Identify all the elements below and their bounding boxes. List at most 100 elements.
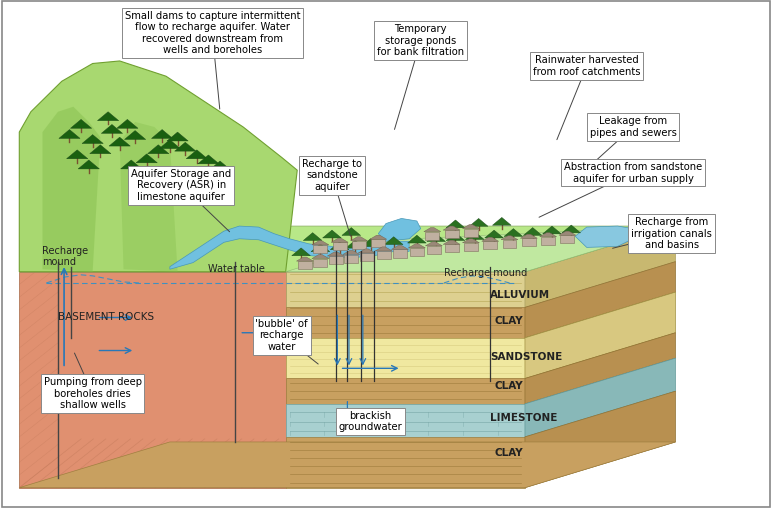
Polygon shape <box>59 130 80 139</box>
Polygon shape <box>117 119 138 129</box>
Polygon shape <box>393 249 407 258</box>
Polygon shape <box>525 262 676 338</box>
Text: Abstraction from sandstone
aquifer for urban supply: Abstraction from sandstone aquifer for u… <box>564 162 703 183</box>
Polygon shape <box>333 242 347 250</box>
Polygon shape <box>425 242 442 246</box>
Polygon shape <box>344 255 358 263</box>
Polygon shape <box>19 442 675 488</box>
Text: ALLUVIUM: ALLUVIUM <box>490 290 550 300</box>
Polygon shape <box>464 229 478 237</box>
Polygon shape <box>462 239 479 243</box>
Polygon shape <box>174 142 196 151</box>
Polygon shape <box>523 228 542 235</box>
Polygon shape <box>167 132 188 141</box>
Polygon shape <box>330 242 349 249</box>
Polygon shape <box>209 161 231 170</box>
Polygon shape <box>503 240 516 248</box>
Polygon shape <box>504 229 523 236</box>
Polygon shape <box>501 236 518 240</box>
Polygon shape <box>313 259 327 267</box>
Polygon shape <box>525 391 676 488</box>
Polygon shape <box>525 292 676 378</box>
Text: Aquifer Storage and
Recovery (ASR) in
limestone aquifer: Aquifer Storage and Recovery (ASR) in li… <box>131 169 232 202</box>
Polygon shape <box>540 233 557 237</box>
Text: CLAY: CLAY <box>494 316 523 326</box>
Polygon shape <box>66 150 88 158</box>
Polygon shape <box>483 241 497 249</box>
Polygon shape <box>286 378 525 404</box>
Polygon shape <box>101 124 123 134</box>
Polygon shape <box>109 137 130 146</box>
Text: Rainwater harvested
from roof catchments: Rainwater harvested from roof catchments <box>533 55 641 77</box>
Polygon shape <box>391 245 408 249</box>
Polygon shape <box>70 119 92 129</box>
Polygon shape <box>562 225 581 233</box>
Polygon shape <box>575 226 633 247</box>
Polygon shape <box>311 244 330 251</box>
Polygon shape <box>352 241 366 249</box>
Polygon shape <box>42 107 100 272</box>
Polygon shape <box>358 249 375 253</box>
Polygon shape <box>19 226 675 272</box>
Text: Small dams to capture intermittent
flow to recharge aquifer. Water
recovered dow: Small dams to capture intermittent flow … <box>124 11 300 55</box>
Text: 'bubble' of
recharge
water: 'bubble' of recharge water <box>256 319 308 352</box>
Polygon shape <box>543 226 561 234</box>
Text: Recharge from
irrigation canals
and basins: Recharge from irrigation canals and basi… <box>631 217 712 250</box>
Polygon shape <box>170 226 409 269</box>
Polygon shape <box>446 220 465 228</box>
Polygon shape <box>286 226 676 272</box>
Polygon shape <box>427 246 441 254</box>
Polygon shape <box>443 240 460 244</box>
Polygon shape <box>296 257 313 261</box>
Polygon shape <box>312 241 329 245</box>
Polygon shape <box>425 232 439 240</box>
Polygon shape <box>360 253 374 261</box>
Polygon shape <box>97 112 119 121</box>
Polygon shape <box>346 240 364 248</box>
Polygon shape <box>464 243 478 251</box>
Polygon shape <box>329 256 343 264</box>
Text: Recharge
mound: Recharge mound <box>42 246 89 267</box>
Polygon shape <box>159 140 181 149</box>
Text: Recharge to
sandstone
aquifer: Recharge to sandstone aquifer <box>302 158 362 192</box>
Polygon shape <box>445 244 459 252</box>
Polygon shape <box>427 234 445 241</box>
Polygon shape <box>286 437 525 488</box>
Polygon shape <box>370 235 387 239</box>
Polygon shape <box>198 155 219 164</box>
Polygon shape <box>493 217 511 225</box>
Polygon shape <box>350 237 367 241</box>
Polygon shape <box>361 239 380 246</box>
Polygon shape <box>525 226 676 307</box>
Polygon shape <box>90 145 111 154</box>
Polygon shape <box>303 233 322 240</box>
Polygon shape <box>377 251 391 259</box>
Polygon shape <box>443 226 460 230</box>
Polygon shape <box>312 255 329 259</box>
Polygon shape <box>445 230 459 238</box>
Polygon shape <box>19 272 286 488</box>
Polygon shape <box>559 231 576 235</box>
Polygon shape <box>560 235 574 243</box>
Text: Water table: Water table <box>208 264 266 274</box>
Polygon shape <box>462 225 479 229</box>
Polygon shape <box>120 122 178 272</box>
Polygon shape <box>298 261 312 269</box>
Text: Temporary
storage ponds
for bank filtration: Temporary storage ponds for bank filtrat… <box>378 24 464 57</box>
Text: Pumping from deep
boreholes dries
shallow wells: Pumping from deep boreholes dries shallo… <box>44 377 141 410</box>
Text: LIMESTONE: LIMESTONE <box>490 412 557 423</box>
Polygon shape <box>378 218 421 241</box>
Polygon shape <box>408 244 425 248</box>
Polygon shape <box>147 145 169 154</box>
Polygon shape <box>371 239 385 247</box>
Polygon shape <box>136 154 157 163</box>
Polygon shape <box>466 232 484 239</box>
Polygon shape <box>342 228 361 235</box>
Text: CLAY: CLAY <box>494 381 523 391</box>
Polygon shape <box>19 61 297 272</box>
Polygon shape <box>313 245 327 253</box>
Polygon shape <box>286 307 525 338</box>
Polygon shape <box>485 230 503 238</box>
Text: BASEMENT ROCKS: BASEMENT ROCKS <box>58 312 154 323</box>
Polygon shape <box>186 150 208 158</box>
